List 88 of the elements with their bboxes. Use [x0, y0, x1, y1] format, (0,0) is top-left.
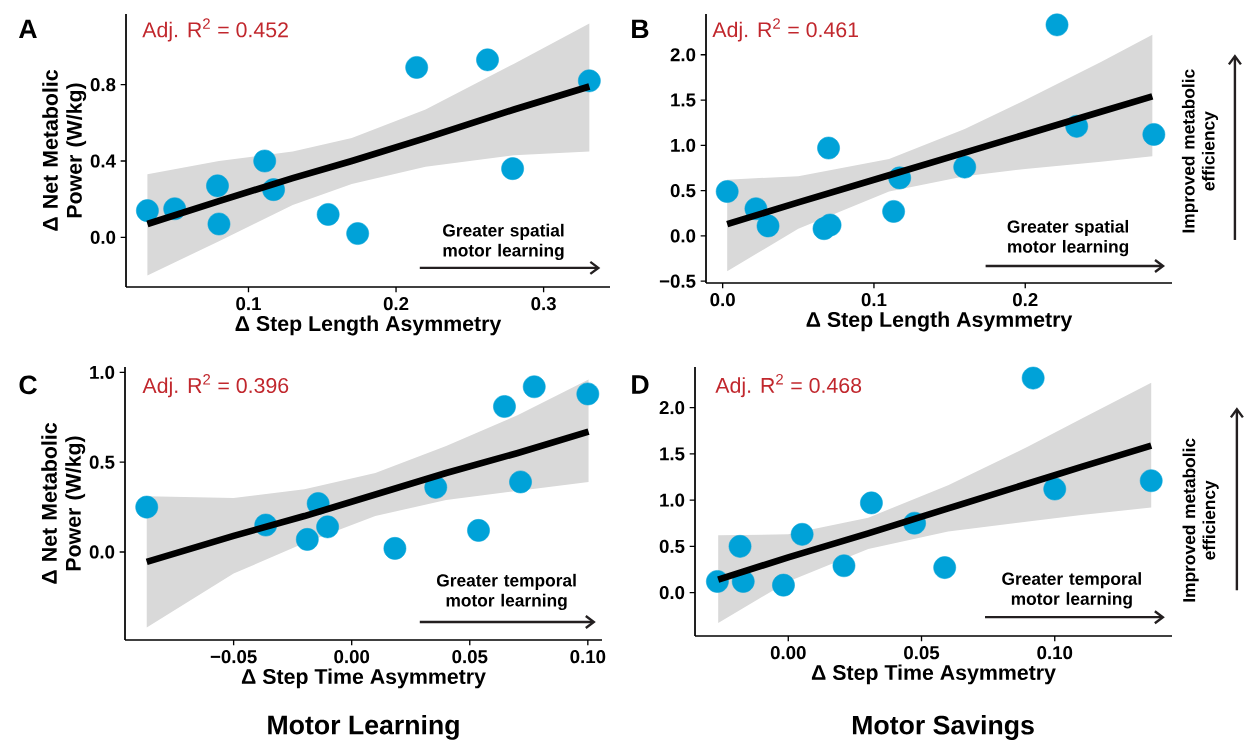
point — [253, 149, 277, 173]
point — [476, 48, 499, 72]
annotation: Greater temporal motor learning — [437, 573, 576, 611]
point — [424, 476, 448, 499]
point — [501, 157, 524, 180]
point — [346, 222, 370, 245]
x-tick-label: 0.10 — [570, 650, 606, 664]
x-tick-label: 0.2 — [1013, 293, 1038, 307]
point — [772, 573, 795, 597]
text: D — [632, 375, 649, 394]
annotation: Adj. R$^{2}$ = 0.461 — [712, 18, 858, 42]
point — [405, 56, 429, 79]
point — [1139, 469, 1163, 493]
annotation: Adj. R$^{2}$ = 0.396 — [142, 374, 289, 398]
text: C — [19, 375, 37, 395]
y-tick-label: 1.5 — [660, 447, 685, 461]
point — [136, 199, 159, 222]
annotation: Adj. R$^{2}$ = 0.452 — [142, 18, 288, 42]
y-tick-label: 1.0 — [90, 365, 115, 379]
point — [316, 515, 339, 539]
text: Motor Savings — [852, 714, 1034, 740]
point — [206, 174, 229, 198]
point — [790, 522, 814, 546]
point — [953, 155, 977, 179]
point — [522, 375, 546, 399]
point — [1043, 477, 1067, 501]
x-tick-label: 0.00 — [770, 646, 806, 660]
point — [493, 395, 516, 418]
point — [467, 519, 490, 542]
annotation: Adj. R$^{2}$ = 0.468 — [715, 373, 862, 398]
y-axis-title: Δ Net Metabolic Power (W/kg) — [42, 69, 87, 231]
text: B — [632, 19, 649, 38]
y-tick-label: 2.0 — [670, 48, 696, 62]
text: A — [19, 19, 37, 39]
y-axis-title: Δ Net Metabolic Power (W/kg) — [41, 422, 86, 584]
x-tick-label: 0.00 — [334, 650, 370, 664]
y-tick-label: 2.0 — [659, 401, 685, 415]
y-tick-label: 0.5 — [670, 183, 696, 198]
point — [728, 535, 752, 558]
y-tick-label: 1.5 — [671, 93, 696, 107]
y-tick-label: 0.0 — [659, 585, 685, 600]
y-tick-label: 0.5 — [659, 539, 685, 553]
x-tick-label: 0.3 — [531, 297, 556, 311]
y-tick-label: 0.0 — [89, 545, 115, 559]
point — [316, 203, 340, 226]
y-tick-label: 0.0 — [670, 229, 696, 243]
point — [933, 556, 957, 579]
x-tick-label: 0.05 — [904, 646, 940, 660]
point — [1142, 123, 1166, 146]
point — [383, 537, 407, 560]
x-tick-label: 0.0 — [710, 293, 735, 307]
point — [295, 528, 319, 551]
annotation: Greater temporal motor learning — [1002, 572, 1141, 609]
text: Improved metabolic efficiency — [1182, 438, 1219, 602]
annotation: Greater spatial motor learning — [1007, 219, 1129, 257]
point — [509, 470, 532, 494]
y-tick-label: 0.5 — [89, 455, 115, 469]
y-tick-label: −0.5 — [659, 274, 696, 288]
x-tick-label: 0.10 — [1037, 646, 1073, 660]
x-axis-title: Δ Step Time Asymmetry — [811, 664, 1056, 685]
x-tick-label: −0.05 — [210, 650, 257, 664]
x-axis-title: Δ Step Time Asymmetry — [241, 668, 486, 689]
y-tick-label: 1.0 — [660, 493, 685, 507]
x-tick-label: 0.05 — [452, 650, 488, 664]
point — [756, 214, 780, 238]
point — [882, 200, 905, 223]
x-tick-label: 0.1 — [861, 293, 887, 307]
point — [860, 491, 883, 515]
text: Improved metabolic efficiency — [1181, 69, 1219, 233]
y-tick-label: 1.0 — [671, 138, 696, 152]
point — [715, 180, 739, 203]
point — [832, 554, 856, 578]
annotation: Greater spatial motor learning — [443, 223, 564, 261]
x-tick-label: 0.2 — [383, 297, 409, 311]
x-tick-label: 0.1 — [236, 297, 261, 311]
point — [1021, 366, 1045, 390]
x-axis-title: Δ Step Length Asymmetry — [806, 311, 1073, 332]
y-tick-label: 0.8 — [90, 78, 116, 92]
point — [818, 213, 842, 237]
point — [207, 212, 231, 236]
point — [1045, 13, 1069, 37]
y-tick-label: 0.4 — [90, 154, 116, 168]
x-axis-title: Δ Step Length Asymmetry — [235, 315, 502, 336]
y-tick-label: 0.0 — [90, 230, 116, 244]
point — [135, 495, 159, 519]
point — [576, 382, 600, 406]
text: Motor Learning — [268, 714, 459, 740]
point — [817, 136, 840, 160]
